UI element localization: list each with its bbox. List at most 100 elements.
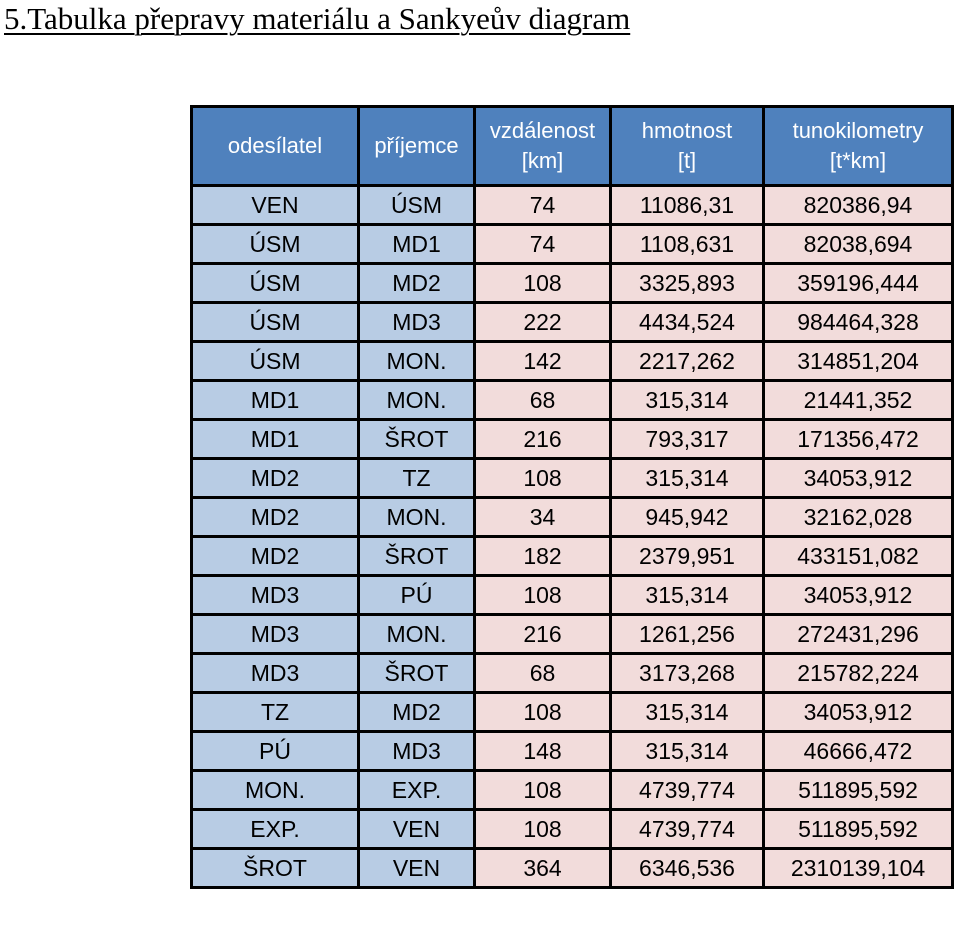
distance-cell: 108 — [473, 769, 612, 811]
sender-cell: MD2 — [190, 457, 360, 499]
tonne-km-cell: 314851,204 — [762, 340, 954, 382]
page-title: 5.Tabulka přepravy materiálu a Sankyeův … — [4, 1, 631, 36]
recipient-cell: VEN — [357, 808, 476, 850]
sender-cell: EXP. — [190, 808, 360, 850]
table-body: VEN ÚSM 74 11086,31 820386,94 ÚSM MD1 74 1108,63… — [190, 184, 954, 889]
sender-cell: MON. — [190, 769, 360, 811]
distance-cell: 108 — [473, 808, 612, 850]
distance-cell: 216 — [473, 613, 612, 655]
sender-cell: ŠROT — [190, 847, 360, 889]
sender-cell: MD3 — [190, 574, 360, 616]
tonne-km-cell: 34053,912 — [762, 691, 954, 733]
sender-cell: VEN — [190, 184, 360, 226]
mass-cell: 315,314 — [609, 574, 765, 616]
sender-cell: ÚSM — [190, 262, 360, 304]
column-header-unit: [km] — [521, 148, 564, 173]
recipient-cell: MD3 — [357, 730, 476, 772]
column-header-unit: [t] — [677, 148, 697, 173]
sender-cell: MD1 — [190, 418, 360, 460]
mass-cell: 4434,524 — [609, 301, 765, 343]
column-header-label: příjemce — [374, 133, 459, 158]
mass-cell: 2217,262 — [609, 340, 765, 382]
mass-cell: 3325,893 — [609, 262, 765, 304]
recipient-cell: ŠROT — [357, 535, 476, 577]
mass-cell: 4739,774 — [609, 808, 765, 850]
tonne-km-cell: 511895,592 — [762, 808, 954, 850]
distance-cell: 34 — [473, 496, 612, 538]
recipient-cell: TZ — [357, 457, 476, 499]
tonne-km-cell: 34053,912 — [762, 574, 954, 616]
tonne-km-cell: 32162,028 — [762, 496, 954, 538]
sender-cell: ÚSM — [190, 340, 360, 382]
recipient-cell: ÚSM — [357, 184, 476, 226]
distance-cell: 108 — [473, 262, 612, 304]
distance-cell: 74 — [473, 184, 612, 226]
column-header-label: tunokilometry — [792, 118, 924, 143]
sender-cell: MD1 — [190, 379, 360, 421]
recipient-cell: ŠROT — [357, 418, 476, 460]
recipient-cell: VEN — [357, 847, 476, 889]
sender-cell: ÚSM — [190, 301, 360, 343]
distance-cell: 364 — [473, 847, 612, 889]
table-row: MD1 ŠROT 216 793,317 171356,472 — [190, 418, 954, 460]
table-row: ŠROT VEN 364 6346,536 2310139,104 — [190, 847, 954, 889]
tonne-km-cell: 46666,472 — [762, 730, 954, 772]
recipient-cell: MD3 — [357, 301, 476, 343]
tonne-km-cell: 171356,472 — [762, 418, 954, 460]
column-header-tonne-km: tunokilometry [t*km] — [762, 105, 954, 187]
table-row: MD3 PÚ 108 315,314 34053,912 — [190, 574, 954, 616]
sender-cell: ÚSM — [190, 223, 360, 265]
mass-cell: 4739,774 — [609, 769, 765, 811]
table-row: VEN ÚSM 74 11086,31 820386,94 — [190, 184, 954, 226]
distance-cell: 68 — [473, 379, 612, 421]
table-row: MON. EXP. 108 4739,774 511895,592 — [190, 769, 954, 811]
column-header-sender: odesílatel — [190, 105, 360, 187]
recipient-cell: MON. — [357, 613, 476, 655]
table-row: MD3 MON. 216 1261,256 272431,296 — [190, 613, 954, 655]
recipient-cell: MD2 — [357, 691, 476, 733]
tonne-km-cell: 2310139,104 — [762, 847, 954, 889]
recipient-cell: ŠROT — [357, 652, 476, 694]
column-header-label: vzdálenost — [489, 118, 596, 143]
tonne-km-cell: 34053,912 — [762, 457, 954, 499]
distance-cell: 148 — [473, 730, 612, 772]
recipient-cell: MON. — [357, 379, 476, 421]
column-header-label: odesílatel — [227, 133, 323, 158]
table-row: MD2 ŠROT 182 2379,951 433151,082 — [190, 535, 954, 577]
mass-cell: 315,314 — [609, 691, 765, 733]
mass-cell: 315,314 — [609, 379, 765, 421]
column-header-distance: vzdálenost [km] — [473, 105, 612, 187]
table-row: MD2 MON. 34 945,942 32162,028 — [190, 496, 954, 538]
tonne-km-cell: 820386,94 — [762, 184, 954, 226]
sender-cell: PÚ — [190, 730, 360, 772]
tonne-km-cell: 21441,352 — [762, 379, 954, 421]
tonne-km-cell: 82038,694 — [762, 223, 954, 265]
table-row: MD2 TZ 108 315,314 34053,912 — [190, 457, 954, 499]
transport-table-container: odesílatel příjemce vzdálenost [km] hmotn… — [190, 105, 954, 889]
mass-cell: 11086,31 — [609, 184, 765, 226]
table-row: MD1 MON. 68 315,314 21441,352 — [190, 379, 954, 421]
mass-cell: 315,314 — [609, 730, 765, 772]
sender-cell: MD2 — [190, 496, 360, 538]
table-header: odesílatel příjemce vzdálenost [km] hmotn… — [190, 105, 954, 187]
tonne-km-cell: 272431,296 — [762, 613, 954, 655]
column-header-label: hmotnost — [641, 118, 733, 143]
tonne-km-cell: 433151,082 — [762, 535, 954, 577]
tonne-km-cell: 511895,592 — [762, 769, 954, 811]
table-row: ÚSM MD3 222 4434,524 984464,328 — [190, 301, 954, 343]
mass-cell: 1261,256 — [609, 613, 765, 655]
distance-cell: 108 — [473, 457, 612, 499]
sender-cell: MD3 — [190, 613, 360, 655]
table-row: ÚSM MD1 74 1108,631 82038,694 — [190, 223, 954, 265]
mass-cell: 1108,631 — [609, 223, 765, 265]
header-row: odesílatel příjemce vzdálenost [km] hmotn… — [190, 105, 954, 187]
recipient-cell: MD2 — [357, 262, 476, 304]
sender-cell: MD3 — [190, 652, 360, 694]
distance-cell: 222 — [473, 301, 612, 343]
tonne-km-cell: 215782,224 — [762, 652, 954, 694]
recipient-cell: MON. — [357, 496, 476, 538]
mass-cell: 793,317 — [609, 418, 765, 460]
column-header-recipient: příjemce — [357, 105, 476, 187]
sender-cell: MD2 — [190, 535, 360, 577]
distance-cell: 108 — [473, 691, 612, 733]
